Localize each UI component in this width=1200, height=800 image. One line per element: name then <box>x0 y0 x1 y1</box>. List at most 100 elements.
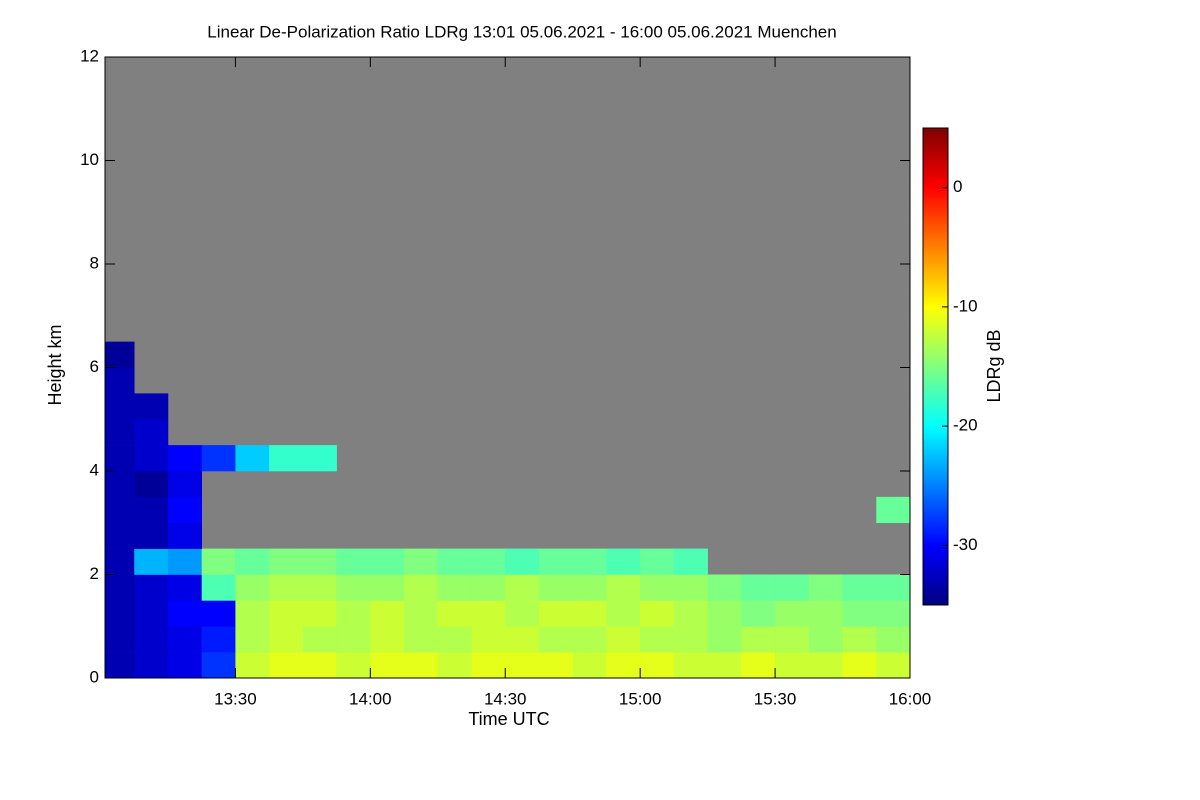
heatmap-cell <box>336 626 371 653</box>
colorbar-tick-label: 0 <box>953 177 962 196</box>
heatmap-cell <box>105 419 135 446</box>
heatmap-cell <box>201 445 236 472</box>
heatmap-cell <box>538 652 574 679</box>
heatmap-cell <box>404 626 439 653</box>
heatmap-cell <box>302 600 337 627</box>
heatmap-cell <box>876 626 911 653</box>
heatmap-cell <box>201 652 236 679</box>
heatmap-cell <box>673 574 708 601</box>
heatmap-cell <box>105 522 135 549</box>
heatmap-cell <box>370 652 405 679</box>
heatmap-cell <box>808 626 843 653</box>
heatmap-cell <box>471 548 506 575</box>
heatmap-cell <box>707 626 742 653</box>
x-tick-label: 14:00 <box>349 689 392 708</box>
heatmap-cell <box>673 652 708 679</box>
heatmap-cell <box>606 652 641 679</box>
heatmap-cell <box>336 600 371 627</box>
heatmap-cell <box>741 600 776 627</box>
heatmap-cell <box>167 600 202 627</box>
heatmap-cell <box>105 341 135 368</box>
heatmap-cell <box>437 548 472 575</box>
heatmap-cell <box>134 419 169 446</box>
heatmap-cell <box>269 445 304 472</box>
heatmap-cell <box>437 600 472 627</box>
heatmap-cell <box>505 574 540 601</box>
heatmap-cell <box>741 626 776 653</box>
heatmap-cell <box>775 600 810 627</box>
heatmap-cell <box>606 626 641 653</box>
heatmap-cell <box>302 652 337 679</box>
heatmap-cell <box>134 445 169 472</box>
chart-title: Linear De-Polarization Ratio LDRg 13:01 … <box>207 22 836 41</box>
heatmap-cell <box>876 496 911 524</box>
heatmap-cell <box>471 626 506 653</box>
heatmap-cell <box>269 574 304 601</box>
heatmap-cell <box>673 600 708 627</box>
heatmap-cell <box>134 522 169 549</box>
heatmap-cell <box>370 574 405 601</box>
heatmap-cell <box>370 548 405 575</box>
heatmap-cell <box>134 548 169 575</box>
heatmap-cell <box>302 574 337 601</box>
heatmap-cell <box>437 652 472 679</box>
heatmap-cell <box>167 445 202 472</box>
heatmap-cell <box>707 574 742 601</box>
x-tick-label: 13:30 <box>214 689 257 708</box>
x-tick-label: 14:30 <box>484 689 527 708</box>
heatmap-cell <box>134 626 169 653</box>
heatmap-cell <box>606 548 641 575</box>
heatmap-cell <box>775 652 810 679</box>
heatmap-cell <box>707 600 742 627</box>
heatmap-cell <box>167 626 202 653</box>
heatmap-cell <box>775 574 810 601</box>
heatmap-cell <box>876 574 911 601</box>
heatmap-cell <box>105 367 135 394</box>
heatmap-cell <box>471 574 506 601</box>
heatmap-cell <box>336 574 371 601</box>
heatmap-cell <box>572 626 607 653</box>
y-tick-label: 2 <box>90 564 99 583</box>
heatmap-cell <box>167 471 202 498</box>
heatmap-cell <box>505 652 540 679</box>
heatmap-cell <box>538 626 574 653</box>
heatmap-cell <box>105 548 135 575</box>
heatmap-cell <box>134 496 169 524</box>
heatmap-cell <box>640 626 675 653</box>
heatmap-cell <box>370 600 405 627</box>
heatmap-cell <box>134 600 169 627</box>
heatmap-cell <box>105 574 135 601</box>
heatmap-cell <box>134 652 169 679</box>
x-tick-label: 15:30 <box>754 689 797 708</box>
heatmap-cell <box>808 652 843 679</box>
heatmap-cell <box>606 600 641 627</box>
heatmap-cell <box>471 652 506 679</box>
heatmap-cell <box>201 626 236 653</box>
heatmap-cell <box>105 626 135 653</box>
heatmap-cell <box>876 600 911 627</box>
heatmap-cell <box>842 652 877 679</box>
y-tick-label: 6 <box>90 357 99 376</box>
x-axis-label: Time UTC <box>468 709 549 729</box>
heatmap-cell <box>842 626 877 653</box>
heatmap-cell <box>167 522 202 549</box>
heatmap-cell <box>105 445 135 472</box>
x-tick-label: 15:00 <box>619 689 662 708</box>
heatmap-cell <box>808 574 843 601</box>
heatmap-cell <box>471 600 506 627</box>
heatmap-cell <box>572 574 607 601</box>
heatmap-cell <box>167 548 202 575</box>
heatmap-cell <box>105 652 135 679</box>
colorbar-tick-label: -20 <box>953 416 978 435</box>
heatmap-cell <box>505 548 540 575</box>
heatmap-cell <box>640 574 675 601</box>
heatmap-cell <box>235 626 270 653</box>
colorbar-tick-label: -10 <box>953 296 978 315</box>
heatmap-cell <box>673 548 708 575</box>
heatmap-cell <box>572 652 607 679</box>
y-tick-label: 10 <box>80 150 99 169</box>
heatmap-cell <box>201 600 236 627</box>
heatmap-cell <box>201 574 236 601</box>
heatmap-cell <box>741 574 776 601</box>
heatmap-cell <box>269 600 304 627</box>
